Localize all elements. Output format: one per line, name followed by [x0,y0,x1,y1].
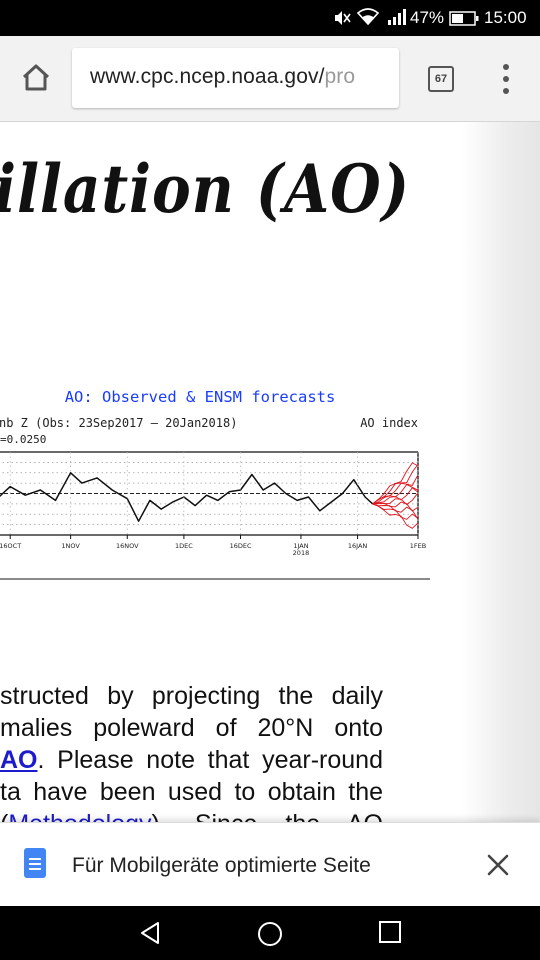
back-icon[interactable] [138,920,164,946]
description-paragraph: structed by projecting the daily malies … [0,680,383,822]
tick-year-label: 2018 [293,549,310,557]
tabs-icon[interactable]: 67 [428,66,454,92]
battery-percent: 47% [410,8,445,27]
edge-shadow [462,122,540,822]
status-bar: 47% 15:00 [0,0,540,36]
ao-link[interactable]: AO [0,746,38,774]
chart-subtitle-left: nb Z (Obs: 23Sep2017 – 20Jan2018) [0,416,237,430]
forecast-member-line [372,501,419,512]
url-text[interactable]: www.cpc.ncep.noaa.gov/pro [90,65,355,89]
tick-label: 16OCT [0,542,21,550]
paragraph-text: ). Since the AO [151,810,383,822]
forecast-member-line [372,492,419,506]
observed-series-line [0,472,374,522]
signal-icon [388,9,406,25]
recents-icon[interactable] [378,920,402,944]
tick-label: 16DEC [230,542,252,550]
tick-label: 16NOV [116,542,139,550]
tick-label: 1FEB [410,542,426,550]
forecast-member-line [372,503,419,520]
chart-divider [0,578,430,580]
banner-text[interactable]: Für Mobilgeräte optimierte Seite [72,854,371,877]
paragraph-line: (Methodology). Since the AO [0,808,383,822]
navigation-bar [0,906,540,960]
chart-title: AO: Observed & ENSM forecasts [65,388,336,406]
paragraph-line: AO. Please note that year-round [0,744,383,776]
chart-series [0,462,419,529]
ao-chart: AO: Observed & ENSM forecasts nb Z (Obs:… [0,388,426,557]
home-circle-icon[interactable] [256,920,284,948]
web-page: illation (AO) AO: Observed & ENSM foreca… [0,122,540,822]
tick-label: 1DEC [175,542,193,550]
tick-label: 1JAN [293,542,308,550]
clock: 15:00 [484,8,527,27]
url-bar[interactable]: www.cpc.ncep.noaa.gov/pro [72,48,399,108]
paragraph-text: . Please note that year-round [37,746,384,774]
wifi-icon [357,8,379,26]
tick-label: 16JAN [348,542,368,550]
mute-icon [335,11,351,25]
forecast-member-line [372,503,419,520]
close-icon[interactable] [484,851,512,879]
methodology-link[interactable]: Methodology [8,810,151,822]
battery-icon [449,11,479,26]
chart-scale-note: =0.0250 [0,433,46,446]
forecast-member-line [372,484,419,505]
paragraph-line: malies poleward of 20°N onto [0,714,383,742]
paragraph-text: ( [0,810,8,822]
paragraph-line: structed by projecting the daily [0,682,383,710]
chart-grid [0,461,418,526]
url-main: www.cpc.ncep.noaa.gov/ [90,65,325,88]
page-title: illation (AO) [0,150,410,228]
forecast-member-line [372,462,419,505]
overflow-menu-icon[interactable] [496,64,516,94]
browser-toolbar: www.cpc.ncep.noaa.gov/pro 67 [0,36,540,122]
chart-subtitle-right: AO index [360,416,418,430]
paragraph-line: ta have been used to obtain the [0,778,383,806]
home-icon[interactable] [16,58,56,98]
chart-x-ticks: 16OCT 1NOV 16NOV 1DEC 16DEC 1JAN 16JAN 1FEB 2018 [0,452,426,557]
mobile-optimized-banner[interactable]: Für Mobilgeräte optimierte Seite [0,822,540,906]
url-faded: pro [324,65,356,88]
tick-label: 1NOV [61,542,80,550]
document-icon [24,848,46,878]
